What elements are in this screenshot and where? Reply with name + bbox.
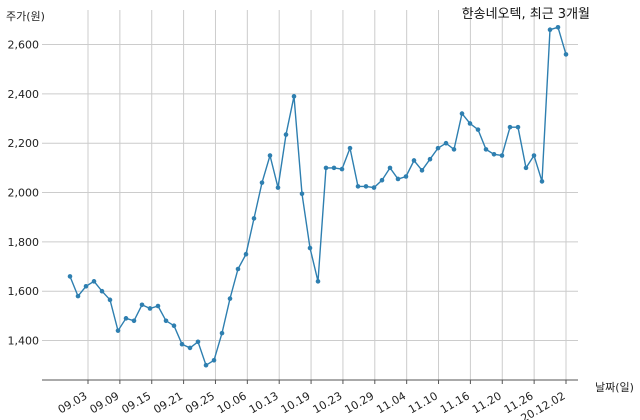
x-axis-title: 날짜(일) bbox=[595, 380, 634, 394]
y-tick-label: 2,600 bbox=[8, 39, 40, 52]
y-axis-title: 주가(원) bbox=[6, 10, 45, 23]
data-point bbox=[75, 293, 81, 299]
y-tick-label: 2,000 bbox=[8, 187, 40, 200]
x-tick-label: 09.15 bbox=[119, 389, 153, 416]
data-point bbox=[459, 111, 465, 116]
y-tick-label: 1,800 bbox=[8, 236, 40, 249]
data-point bbox=[195, 339, 201, 345]
data-point bbox=[451, 147, 457, 152]
x-tick-label: 09.03 bbox=[56, 389, 90, 416]
data-point bbox=[123, 316, 129, 321]
data-point bbox=[315, 279, 321, 284]
data-point bbox=[99, 288, 105, 294]
x-tick-label: 11.04 bbox=[374, 389, 408, 416]
data-point bbox=[283, 132, 289, 137]
data-point bbox=[115, 328, 121, 333]
data-point bbox=[555, 24, 561, 30]
data-point bbox=[347, 145, 353, 151]
x-tick-label: 09.09 bbox=[88, 389, 122, 416]
data-point bbox=[267, 153, 273, 158]
data-point bbox=[131, 318, 137, 324]
y-tick-label: 1,400 bbox=[8, 335, 40, 348]
axes bbox=[42, 379, 578, 384]
data-point bbox=[211, 357, 217, 363]
data-point bbox=[419, 168, 425, 173]
data-point bbox=[179, 341, 185, 347]
data-point bbox=[443, 140, 449, 146]
y-tick-label: 1,600 bbox=[8, 285, 40, 298]
y-tick-labels: 1,400 1,600 1,800 2,000 2,200 2,400 2,600 bbox=[8, 39, 40, 348]
data-point bbox=[139, 302, 145, 308]
data-point bbox=[339, 166, 345, 172]
data-point bbox=[507, 124, 513, 130]
data-point bbox=[155, 303, 161, 309]
data-point bbox=[491, 152, 497, 157]
data-point bbox=[275, 185, 281, 190]
data-point bbox=[499, 153, 505, 158]
data-point bbox=[355, 184, 361, 189]
data-point bbox=[387, 165, 393, 171]
x-tick-label: 09.21 bbox=[151, 389, 185, 416]
data-point bbox=[379, 177, 385, 183]
data-point bbox=[107, 297, 113, 303]
data-point bbox=[307, 245, 313, 251]
data-point bbox=[171, 323, 177, 329]
x-tick-label: 10.19 bbox=[279, 389, 313, 416]
data-point bbox=[83, 283, 89, 289]
data-point bbox=[227, 296, 233, 301]
data-point bbox=[251, 216, 257, 221]
data-point bbox=[187, 345, 193, 351]
data-point bbox=[67, 274, 73, 279]
data-point bbox=[411, 158, 417, 163]
data-point bbox=[483, 147, 489, 152]
data-point bbox=[219, 330, 225, 336]
data-point bbox=[427, 156, 433, 162]
data-point bbox=[363, 184, 369, 189]
x-tick-label: 11.10 bbox=[406, 389, 440, 416]
series-line bbox=[69, 26, 567, 367]
data-point bbox=[299, 191, 305, 197]
data-point bbox=[259, 180, 265, 185]
data-point bbox=[163, 318, 169, 324]
data-point bbox=[403, 174, 409, 179]
x-tick-label: 10.13 bbox=[247, 389, 281, 416]
data-point bbox=[91, 279, 97, 284]
data-point bbox=[563, 52, 569, 57]
x-tick-label: 11.20 bbox=[470, 389, 504, 416]
x-tick-label: 10.06 bbox=[215, 389, 249, 416]
y-tick-label: 2,200 bbox=[8, 137, 40, 150]
data-point bbox=[539, 179, 545, 184]
data-point bbox=[435, 145, 441, 151]
x-tick-label: 09.25 bbox=[183, 389, 217, 416]
data-point bbox=[147, 306, 153, 311]
data-point bbox=[515, 124, 521, 130]
data-point bbox=[323, 165, 329, 171]
x-tick-labels: 09.0309.0909.1509.2109.2510.0610.1310.19… bbox=[56, 389, 568, 420]
x-tick-label: 10.29 bbox=[343, 389, 377, 416]
x-tick-label: 10.23 bbox=[311, 389, 345, 416]
x-tick-label: 11.16 bbox=[438, 389, 472, 416]
data-point bbox=[243, 251, 249, 257]
data-point bbox=[235, 266, 241, 272]
data-point bbox=[203, 362, 209, 368]
data-point bbox=[531, 153, 537, 158]
data-point bbox=[291, 94, 297, 99]
data-point bbox=[371, 185, 377, 190]
data-point bbox=[523, 165, 529, 171]
data-point bbox=[547, 27, 553, 33]
y-tick-label: 2,400 bbox=[8, 88, 40, 101]
data-point bbox=[467, 121, 473, 126]
data-point bbox=[395, 176, 401, 182]
data-point bbox=[475, 127, 481, 132]
series bbox=[67, 24, 569, 368]
chart-title: 한송네오텍, 최근 3개월 bbox=[462, 7, 590, 22]
data-point bbox=[331, 165, 337, 171]
grid bbox=[42, 10, 578, 380]
